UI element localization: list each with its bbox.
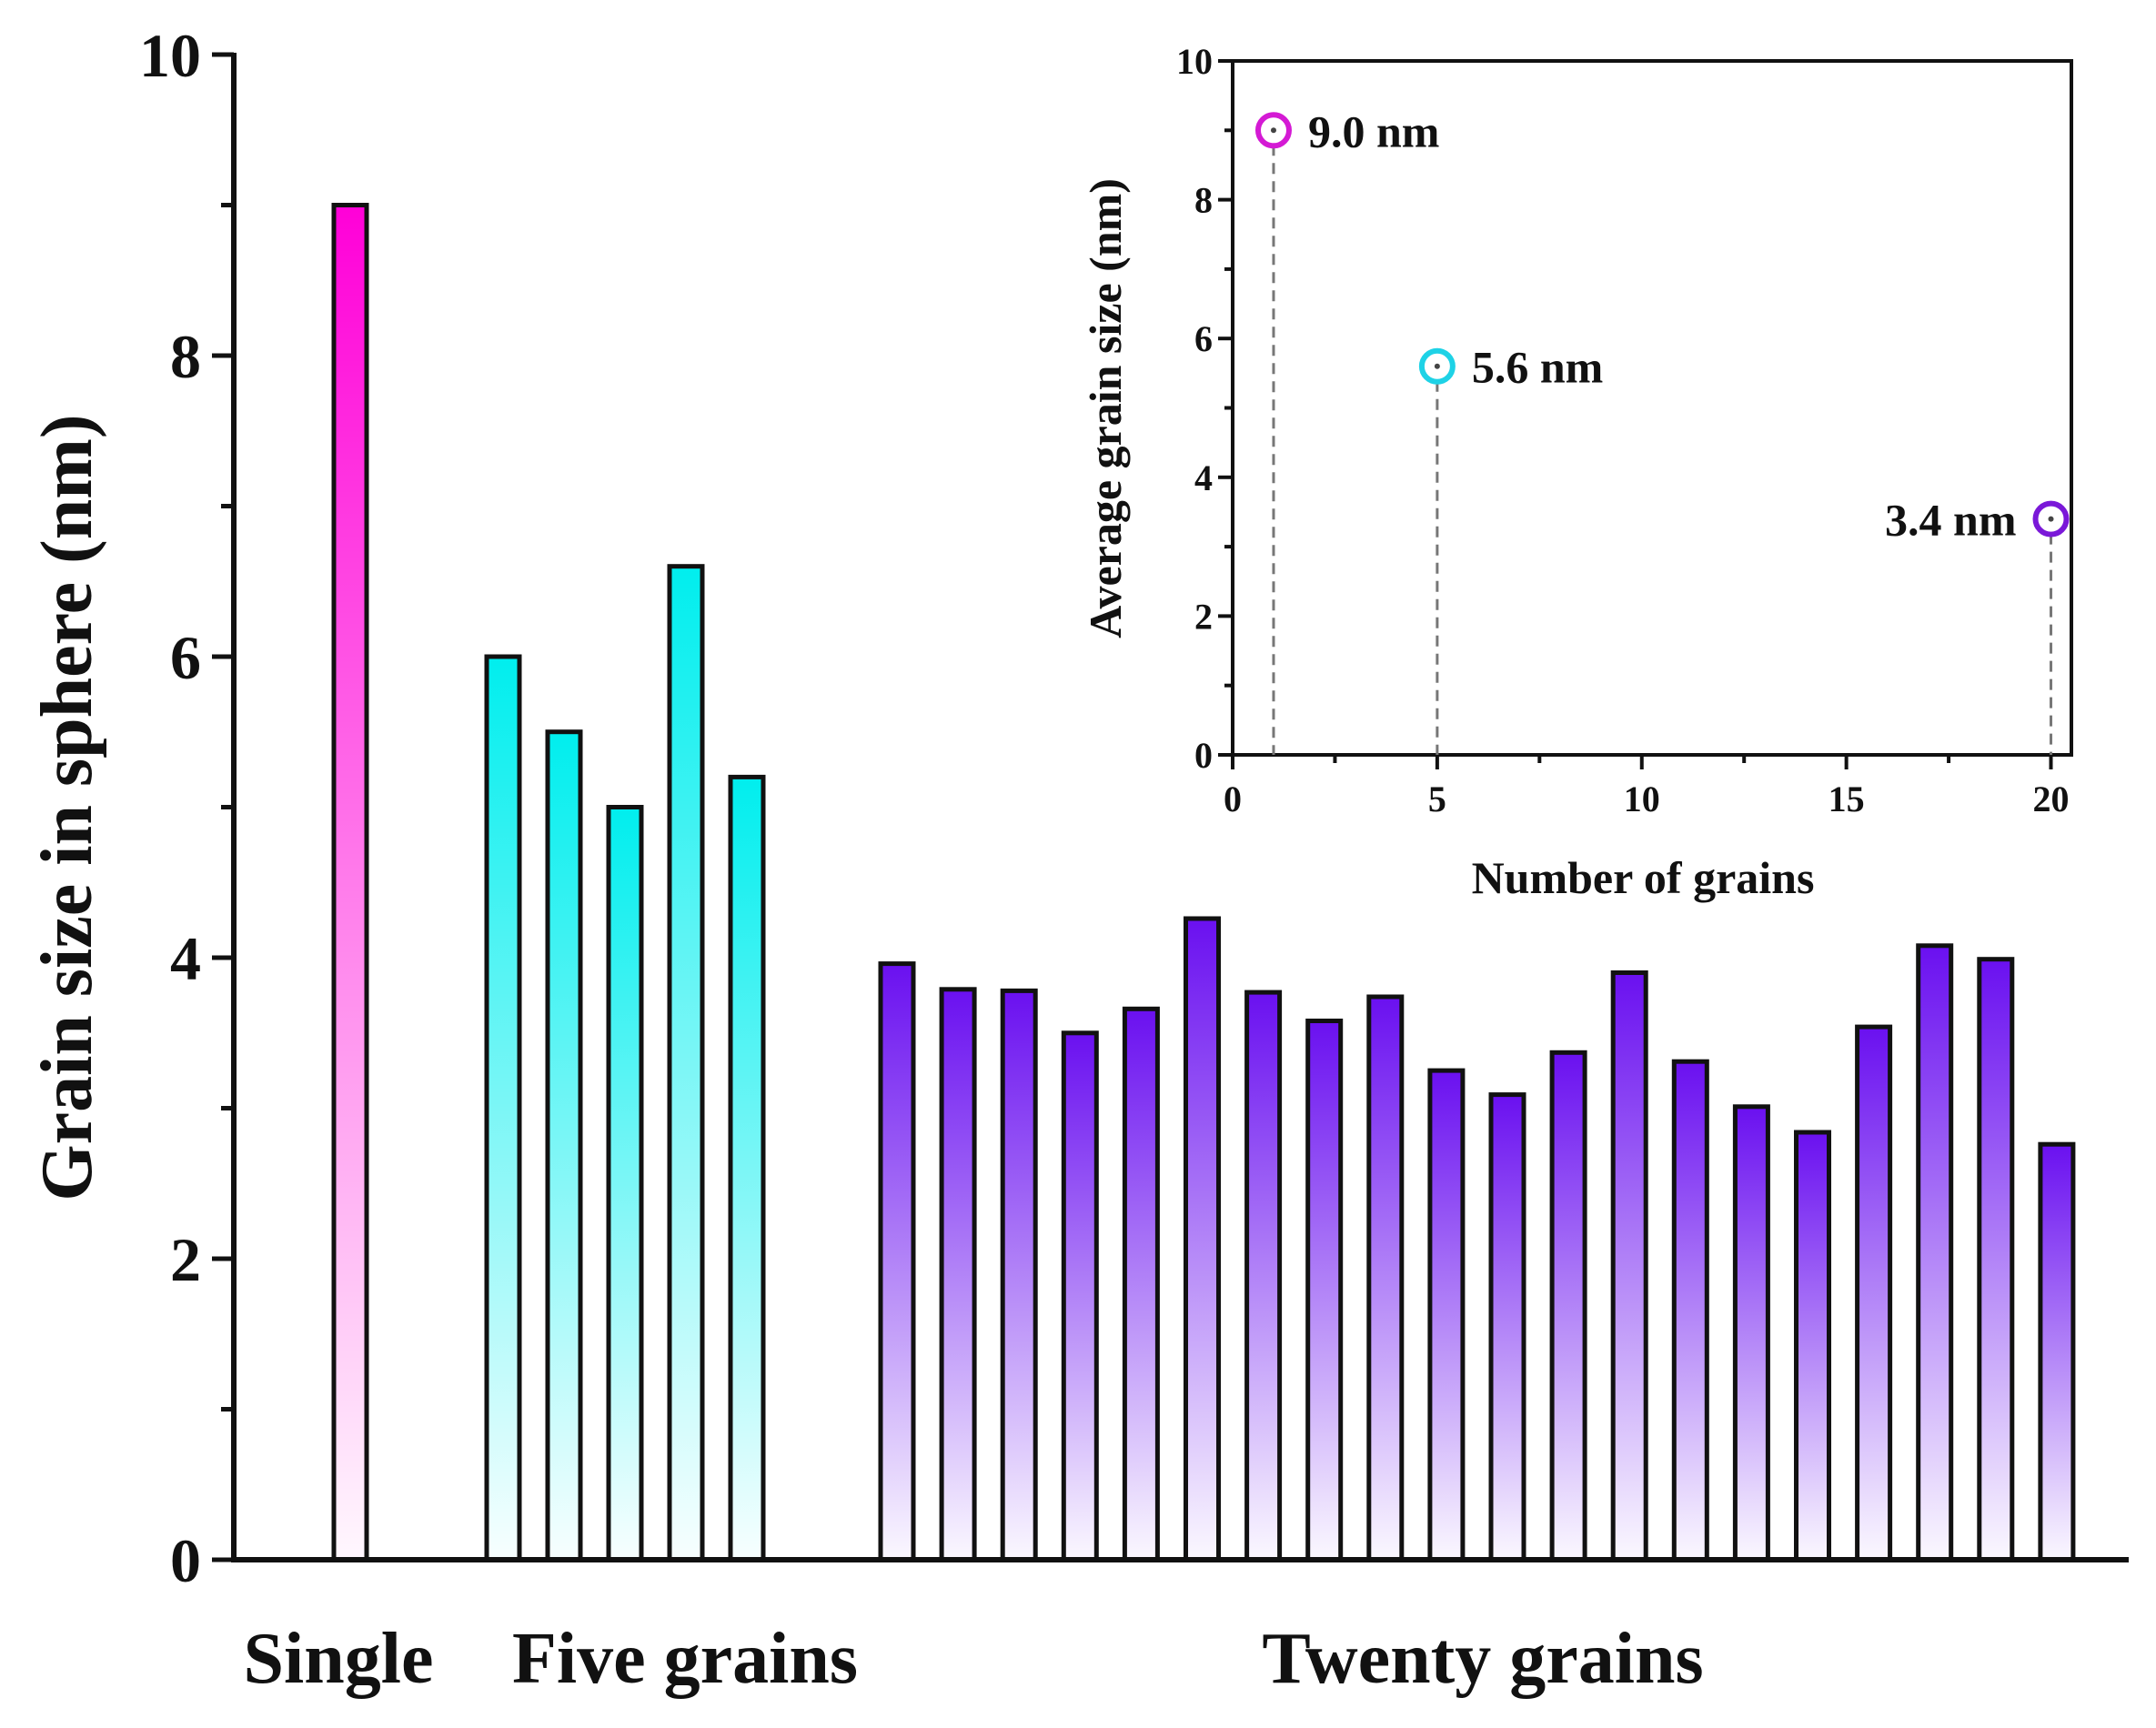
inset-y-tick-label: 0 bbox=[1194, 735, 1213, 776]
inset-axes: 0 5 10 15 20 0 2 4 6 8 10 bbox=[1176, 41, 2073, 819]
inset-x-tick-label: 0 bbox=[1224, 779, 1242, 819]
main-axes: 0 2 4 6 8 10 bbox=[139, 21, 2129, 1595]
bar-twenty-2 bbox=[939, 987, 977, 1562]
group-labels: Single Five grains Twenty grains bbox=[244, 1619, 1704, 1699]
bar-single-1 bbox=[331, 203, 369, 1562]
bar-twenty-10 bbox=[1427, 1068, 1466, 1562]
inset-point-center bbox=[1270, 127, 1276, 134]
bar-twenty-15 bbox=[1732, 1104, 1770, 1562]
inset-point-center bbox=[2048, 516, 2054, 522]
inset-point-1 bbox=[1254, 112, 1292, 149]
bar-twenty-8 bbox=[1305, 1019, 1344, 1562]
inset-y-tick-label: 8 bbox=[1194, 180, 1213, 221]
bar-twenty-14 bbox=[1671, 1059, 1709, 1562]
inset-y-tick-label: 4 bbox=[1194, 457, 1213, 498]
bar-twenty-7 bbox=[1244, 990, 1283, 1562]
inset-point-label: 5.6 nm bbox=[1472, 342, 1603, 393]
bar-twenty-19 bbox=[1977, 957, 2015, 1562]
bar-twenty-16 bbox=[1794, 1130, 1831, 1562]
inset-point-center bbox=[1434, 363, 1440, 369]
main-bars bbox=[331, 203, 2076, 1562]
bar-twenty-4 bbox=[1061, 1030, 1099, 1562]
bar-twenty-17 bbox=[1855, 1024, 1893, 1562]
inset-y-tick-label: 6 bbox=[1194, 318, 1213, 359]
group-label-twenty: Twenty grains bbox=[1262, 1619, 1703, 1699]
inset-x-tick-label: 10 bbox=[1624, 779, 1660, 819]
bar-five-2 bbox=[545, 729, 583, 1562]
bar-twenty-1 bbox=[878, 961, 916, 1562]
inset-x-tick-label: 5 bbox=[1428, 779, 1446, 819]
inset-y-axis-label: Average grain size (nm) bbox=[1080, 178, 1131, 638]
main-y-tick-label: 8 bbox=[170, 322, 201, 391]
bar-twenty-18 bbox=[1916, 943, 1954, 1562]
bar-twenty-13 bbox=[1610, 970, 1648, 1562]
main-y-tick-label: 10 bbox=[139, 21, 201, 90]
inset-x-axis-label: Number of grains bbox=[1472, 852, 1815, 903]
bar-five-5 bbox=[728, 774, 766, 1562]
inset-x-tick-label: 15 bbox=[1829, 779, 1865, 819]
main-y-tick-label: 0 bbox=[170, 1526, 201, 1595]
inset-point-label: 3.4 nm bbox=[1885, 495, 2016, 546]
group-label-five: Five grains bbox=[512, 1619, 858, 1699]
main-y-tick-label: 6 bbox=[170, 623, 201, 692]
main-y-axis-label: Grain size in sphere (nm) bbox=[27, 414, 107, 1201]
bar-twenty-5 bbox=[1122, 1006, 1160, 1562]
bar-twenty-12 bbox=[1549, 1050, 1587, 1562]
bar-twenty-6 bbox=[1184, 916, 1221, 1562]
inset-frame bbox=[1231, 59, 2073, 757]
bar-twenty-11 bbox=[1488, 1092, 1526, 1562]
inset-point-label: 9.0 nm bbox=[1308, 105, 1439, 156]
inset-point-2 bbox=[1418, 347, 1456, 385]
inset-y-tick-label: 2 bbox=[1194, 596, 1213, 637]
main-y-tick-label: 4 bbox=[170, 924, 201, 993]
inset-y-tick-label: 10 bbox=[1176, 41, 1213, 82]
bar-twenty-20 bbox=[2038, 1141, 2076, 1562]
bar-five-3 bbox=[606, 805, 644, 1562]
inset-points: 9.0 nm 5.6 nm 3.4 nm bbox=[1254, 105, 2070, 755]
bar-five-4 bbox=[667, 564, 705, 1562]
inset-chart: 0 5 10 15 20 0 2 4 6 8 10 9.0 nm 5.6 nm 3.4 nm Numbe… bbox=[1080, 41, 2073, 903]
bar-twenty-9 bbox=[1366, 994, 1405, 1562]
group-label-single: Single bbox=[244, 1619, 434, 1699]
inset-x-tick-label: 20 bbox=[2033, 779, 2070, 819]
bar-twenty-3 bbox=[1000, 988, 1038, 1562]
main-y-tick-label: 2 bbox=[170, 1225, 201, 1294]
inset-point-3 bbox=[2032, 500, 2070, 537]
bar-five-1 bbox=[484, 654, 522, 1562]
